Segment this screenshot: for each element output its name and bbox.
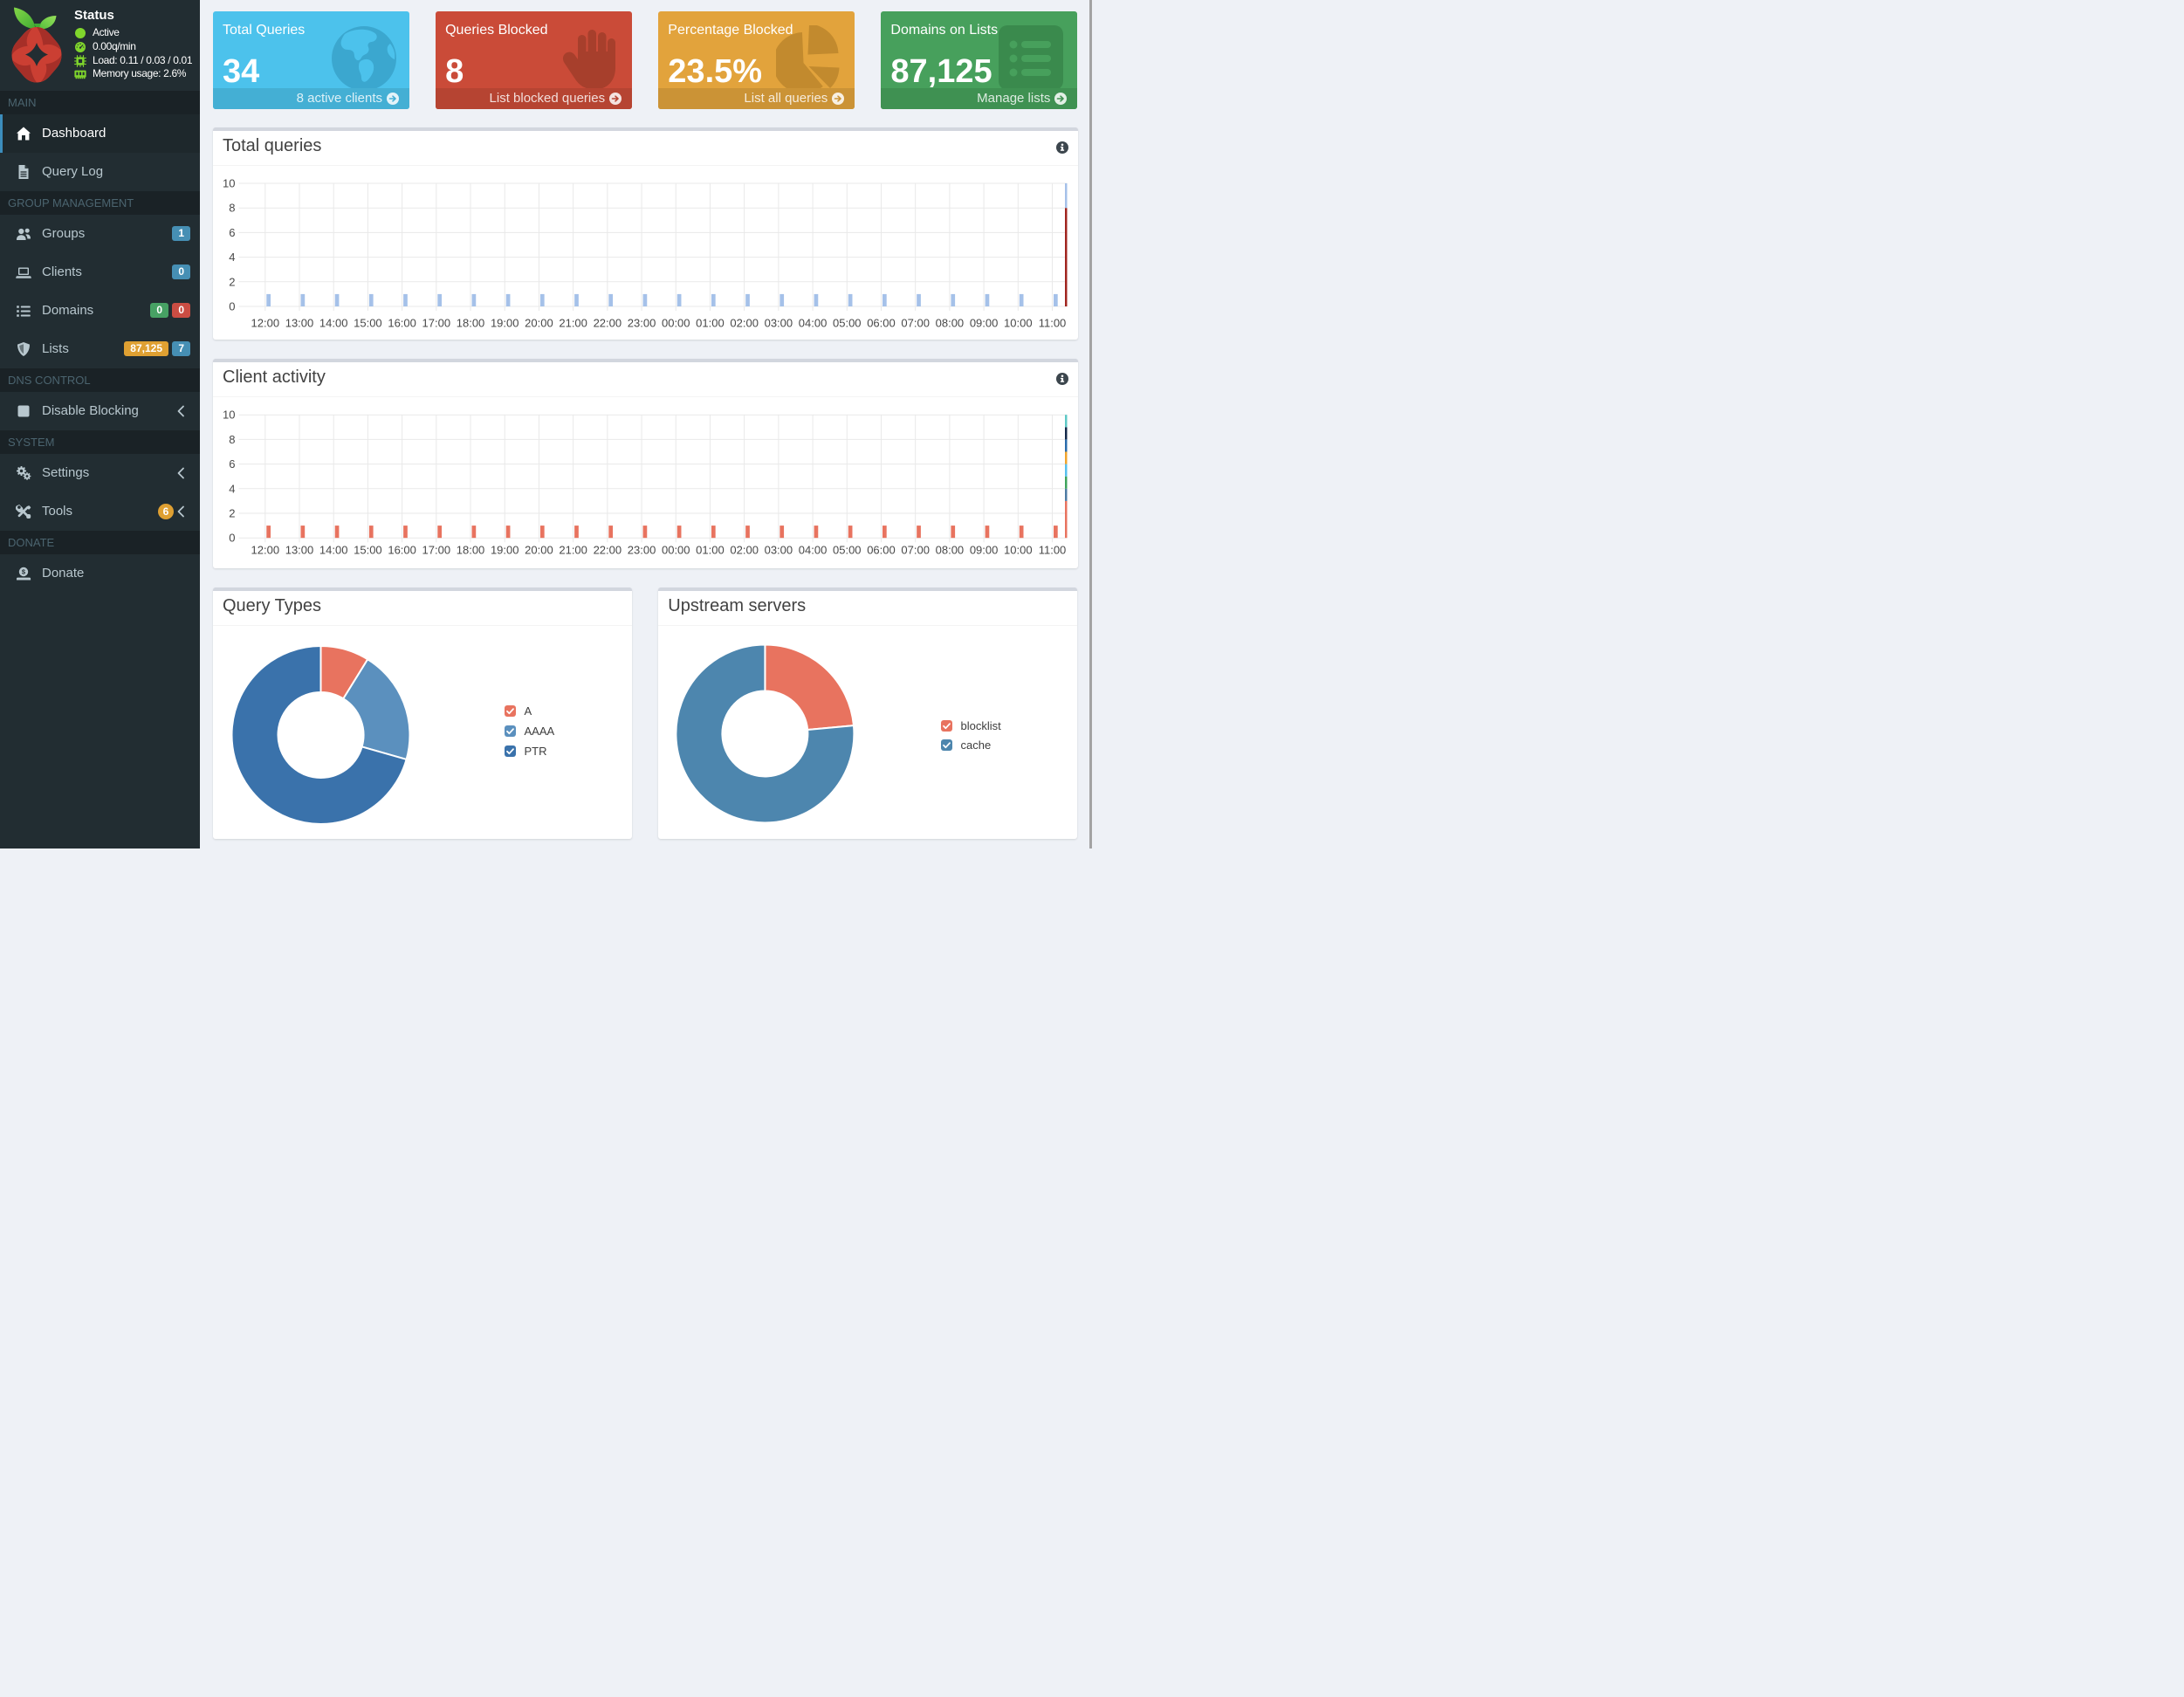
svg-text:09:00: 09:00	[970, 317, 999, 330]
svg-text:11:00: 11:00	[1039, 317, 1067, 330]
svg-text:08:00: 08:00	[936, 317, 965, 330]
svg-text:22:00: 22:00	[594, 317, 622, 330]
svg-text:17:00: 17:00	[422, 317, 451, 330]
svg-text:13:00: 13:00	[285, 543, 314, 556]
svg-text:19:00: 19:00	[491, 543, 519, 556]
svg-text:12:00: 12:00	[251, 543, 280, 556]
svg-text:13:00: 13:00	[285, 317, 314, 330]
svg-text:21:00: 21:00	[559, 317, 587, 330]
svg-text:18:00: 18:00	[457, 543, 485, 556]
svg-text:00:00: 00:00	[662, 543, 690, 556]
svg-text:16:00: 16:00	[388, 543, 416, 556]
svg-text:10:00: 10:00	[1004, 543, 1033, 556]
svg-text:20:00: 20:00	[525, 317, 553, 330]
svg-text:22:00: 22:00	[594, 543, 622, 556]
svg-text:07:00: 07:00	[901, 317, 930, 330]
svg-text:06:00: 06:00	[867, 317, 896, 330]
svg-text:11:00: 11:00	[1039, 543, 1067, 556]
svg-text:02:00: 02:00	[730, 317, 759, 330]
svg-text:05:00: 05:00	[833, 543, 862, 556]
svg-text:04:00: 04:00	[799, 543, 828, 556]
svg-text:07:00: 07:00	[901, 543, 930, 556]
svg-text:4: 4	[229, 251, 235, 264]
svg-text:2: 2	[229, 506, 235, 519]
svg-text:17:00: 17:00	[422, 543, 451, 556]
svg-text:23:00: 23:00	[628, 543, 656, 556]
svg-text:0: 0	[229, 531, 235, 544]
svg-text:14:00: 14:00	[319, 317, 348, 330]
svg-text:04:00: 04:00	[799, 317, 828, 330]
svg-text:15:00: 15:00	[354, 317, 382, 330]
svg-text:8: 8	[229, 202, 235, 215]
svg-text:0: 0	[229, 300, 235, 313]
svg-text:16:00: 16:00	[388, 317, 416, 330]
svg-text:06:00: 06:00	[867, 543, 896, 556]
svg-text:4: 4	[229, 482, 235, 495]
svg-text:03:00: 03:00	[765, 543, 793, 556]
svg-text:09:00: 09:00	[970, 543, 999, 556]
svg-text:6: 6	[229, 226, 235, 239]
svg-text:10: 10	[223, 408, 235, 421]
svg-text:01:00: 01:00	[696, 317, 725, 330]
svg-text:19:00: 19:00	[491, 317, 519, 330]
svg-text:14:00: 14:00	[319, 543, 348, 556]
svg-text:10:00: 10:00	[1004, 317, 1033, 330]
svg-text:01:00: 01:00	[696, 543, 725, 556]
svg-text:12:00: 12:00	[251, 317, 280, 330]
svg-text:08:00: 08:00	[936, 543, 965, 556]
svg-text:2: 2	[229, 275, 235, 288]
svg-text:20:00: 20:00	[525, 543, 553, 556]
svg-text:15:00: 15:00	[354, 543, 382, 556]
svg-text:8: 8	[229, 432, 235, 445]
svg-text:05:00: 05:00	[833, 317, 862, 330]
svg-text:03:00: 03:00	[765, 317, 793, 330]
svg-text:10: 10	[223, 177, 235, 190]
svg-text:21:00: 21:00	[559, 543, 587, 556]
svg-text:02:00: 02:00	[730, 543, 759, 556]
svg-text:00:00: 00:00	[662, 317, 690, 330]
svg-text:$: $	[22, 567, 26, 575]
svg-text:23:00: 23:00	[628, 317, 656, 330]
svg-text:6: 6	[229, 457, 235, 471]
svg-text:18:00: 18:00	[457, 317, 485, 330]
